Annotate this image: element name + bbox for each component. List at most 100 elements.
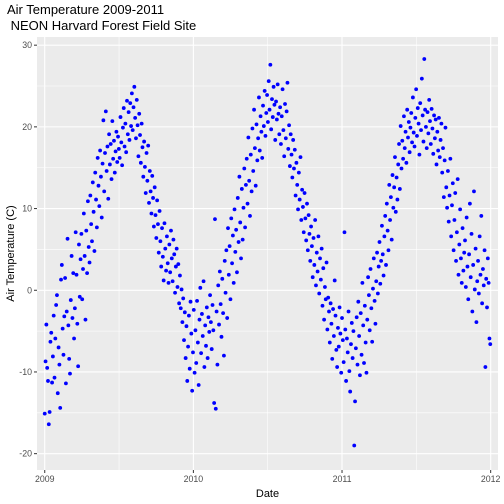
data-point <box>304 238 309 243</box>
data-point <box>143 165 147 169</box>
data-point <box>84 228 89 233</box>
data-point <box>111 156 116 161</box>
data-point <box>385 228 390 233</box>
data-point <box>81 211 86 216</box>
data-point <box>54 303 59 307</box>
data-point <box>141 174 146 179</box>
data-point <box>119 140 124 145</box>
data-point <box>134 98 139 102</box>
data-point <box>334 348 339 352</box>
data-point <box>464 215 469 220</box>
data-point <box>328 301 333 306</box>
data-point <box>238 220 243 225</box>
data-point <box>477 234 482 239</box>
data-point <box>483 365 488 369</box>
data-point <box>196 383 201 387</box>
data-point <box>261 103 265 108</box>
data-point <box>424 124 428 129</box>
data-point <box>192 370 197 375</box>
data-point <box>448 156 453 161</box>
data-point <box>454 258 458 263</box>
data-point <box>451 248 456 253</box>
data-point <box>144 151 149 155</box>
data-point <box>476 258 480 263</box>
data-point <box>322 317 327 322</box>
data-point <box>94 197 98 202</box>
data-point <box>400 138 405 143</box>
data-point <box>98 148 103 153</box>
data-point <box>446 169 450 173</box>
data-point <box>452 218 457 222</box>
data-point <box>258 114 263 119</box>
data-point <box>450 181 455 186</box>
data-point <box>441 195 446 200</box>
data-point <box>313 218 318 222</box>
data-point <box>436 148 441 153</box>
data-point <box>402 114 406 119</box>
data-point <box>395 197 400 202</box>
data-point <box>126 110 131 115</box>
x-tick-label: 2010 <box>184 474 204 484</box>
data-point <box>222 353 226 358</box>
data-point <box>388 218 392 222</box>
data-point <box>164 268 168 273</box>
data-point <box>157 209 162 213</box>
data-point <box>468 201 472 206</box>
data-point <box>479 214 484 218</box>
data-point <box>133 115 138 120</box>
data-point <box>386 248 391 253</box>
data-point <box>94 225 99 230</box>
data-point <box>97 204 102 209</box>
data-point <box>248 214 252 218</box>
data-point <box>397 142 401 146</box>
data-point <box>69 254 74 258</box>
data-point <box>431 151 436 156</box>
data-point <box>326 295 331 300</box>
data-point <box>463 285 468 289</box>
data-point <box>152 185 157 190</box>
data-point <box>339 370 344 375</box>
data-point <box>130 128 135 133</box>
data-point <box>358 373 362 378</box>
y-tick-label: -20 <box>19 449 32 459</box>
data-point <box>209 347 214 351</box>
data-point <box>323 285 327 289</box>
data-point <box>296 170 301 175</box>
data-point <box>129 91 134 96</box>
data-point <box>330 356 335 361</box>
data-point <box>137 111 142 116</box>
data-point <box>440 170 445 175</box>
data-point <box>458 207 463 212</box>
data-point <box>337 305 342 310</box>
data-point <box>302 191 307 195</box>
data-point <box>349 321 354 325</box>
data-point <box>444 185 449 190</box>
data-point <box>454 230 459 235</box>
data-point <box>449 234 454 239</box>
data-point <box>159 264 164 269</box>
data-point <box>86 199 90 204</box>
data-point <box>191 350 195 355</box>
data-point <box>416 121 421 126</box>
data-point <box>332 278 337 283</box>
data-point <box>341 360 346 365</box>
data-point <box>336 325 340 330</box>
data-point <box>44 322 49 327</box>
data-point <box>45 365 50 370</box>
data-point <box>68 298 73 302</box>
data-point <box>344 379 348 383</box>
data-point <box>318 277 323 282</box>
data-point <box>469 231 474 236</box>
data-point <box>412 144 417 149</box>
data-point <box>309 244 314 249</box>
data-point <box>269 127 274 132</box>
data-point <box>147 169 152 173</box>
data-point <box>250 126 255 131</box>
data-point <box>63 276 67 280</box>
data-point <box>134 136 138 141</box>
data-point <box>100 161 105 166</box>
data-point <box>314 250 319 255</box>
data-point <box>47 410 52 414</box>
data-point <box>425 110 430 115</box>
data-point <box>226 226 230 231</box>
